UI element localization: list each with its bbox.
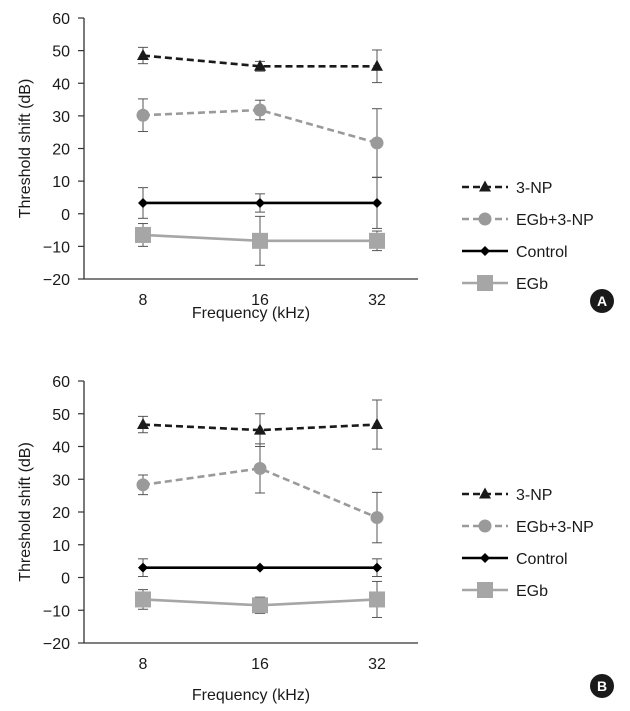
y-tick-label: −20 bbox=[43, 636, 70, 653]
legend-label: EGb bbox=[516, 583, 548, 600]
legend-marker bbox=[477, 275, 493, 291]
legend-entry: Control bbox=[462, 551, 568, 568]
data-point bbox=[370, 136, 384, 150]
data-point bbox=[370, 511, 384, 525]
x-axis-label: Frequency (kHz) bbox=[192, 687, 310, 704]
y-tick-label: 30 bbox=[52, 109, 70, 126]
x-tick-label: 16 bbox=[251, 292, 269, 309]
x-axis-label: Frequency (kHz) bbox=[192, 305, 310, 322]
data-point bbox=[372, 197, 382, 208]
legend-label: EGb bbox=[516, 276, 548, 293]
legend-label: EGb+3-NP bbox=[516, 212, 594, 229]
series-line bbox=[142, 423, 378, 432]
y-axis-label: Threshold shift (dB) bbox=[17, 79, 34, 219]
y-tick-label: 10 bbox=[52, 538, 70, 555]
data-point bbox=[135, 226, 151, 243]
series-egb-3-np bbox=[136, 98, 384, 178]
data-point bbox=[369, 232, 385, 249]
data-point bbox=[254, 59, 266, 71]
data-point bbox=[252, 597, 268, 614]
legend-marker bbox=[477, 582, 493, 598]
data-point bbox=[369, 591, 385, 608]
y-tick-label: 30 bbox=[52, 472, 70, 489]
series-control bbox=[138, 177, 382, 229]
data-point bbox=[136, 108, 150, 122]
y-axis-label: Threshold shift (dB) bbox=[17, 442, 34, 582]
y-tick-label: 0 bbox=[61, 207, 70, 224]
legend-entry: 3-NP bbox=[462, 180, 552, 197]
y-tick-label: −10 bbox=[43, 239, 70, 256]
legend-label: Control bbox=[516, 551, 568, 568]
data-point bbox=[138, 197, 148, 208]
legend-entry: EGb+3-NP bbox=[462, 519, 594, 536]
legend-marker bbox=[478, 519, 492, 533]
y-tick-label: 60 bbox=[52, 374, 70, 391]
y-tick-label: 0 bbox=[61, 571, 70, 588]
data-point bbox=[138, 562, 148, 573]
series-3-np bbox=[137, 399, 383, 450]
legend-marker bbox=[479, 180, 491, 192]
legend-entry: Control bbox=[462, 244, 568, 261]
series-line bbox=[142, 54, 377, 68]
series-control bbox=[138, 558, 382, 578]
data-point bbox=[371, 59, 383, 71]
y-tick-label: 10 bbox=[52, 174, 70, 191]
data-point bbox=[135, 591, 151, 608]
data-point bbox=[252, 232, 268, 249]
data-point bbox=[254, 423, 266, 435]
legend-label: Control bbox=[516, 244, 568, 261]
x-tick-label: 8 bbox=[139, 656, 148, 673]
y-tick-label: 50 bbox=[52, 407, 70, 424]
data-point bbox=[137, 49, 149, 61]
y-tick-label: 20 bbox=[52, 505, 70, 522]
legend-entry: 3-NP bbox=[462, 487, 552, 504]
legend-entry: EGb+3-NP bbox=[462, 212, 594, 229]
y-tick-label: 60 bbox=[52, 11, 70, 28]
legend-label: 3-NP bbox=[516, 180, 552, 197]
y-tick-label: 40 bbox=[52, 440, 70, 457]
legend-marker bbox=[480, 553, 490, 563]
panel-label-badge bbox=[590, 674, 614, 698]
x-tick-label: 32 bbox=[368, 656, 386, 673]
y-tick-label: 50 bbox=[52, 44, 70, 61]
legend-entry: EGb bbox=[462, 275, 548, 293]
series-line bbox=[142, 108, 378, 145]
chart-panel-b: −20 −10 0 10 20 30 40 50 60 8 16 32 Frequency (kHz) T… bbox=[17, 374, 614, 704]
y-tick-label: 40 bbox=[52, 76, 70, 93]
legend-marker bbox=[479, 487, 491, 499]
panel-label-badge bbox=[590, 289, 614, 313]
data-point bbox=[137, 418, 149, 430]
chart-panel-a: −20 −10 0 10 20 30 40 50 60 8 16 32 Frequency (kHz) T… bbox=[17, 11, 614, 322]
data-point bbox=[255, 562, 265, 573]
data-point bbox=[371, 418, 383, 430]
y-tick-label: −20 bbox=[43, 272, 70, 289]
data-point bbox=[253, 461, 267, 475]
y-tick-label: −10 bbox=[43, 603, 70, 620]
x-tick-label: 32 bbox=[368, 292, 386, 309]
series-egb bbox=[135, 580, 385, 618]
series-egb-3-np bbox=[136, 443, 384, 544]
series-line bbox=[142, 467, 378, 519]
panel-label: A bbox=[597, 293, 607, 309]
legend-label: 3-NP bbox=[516, 487, 552, 504]
data-point bbox=[255, 197, 265, 208]
legend-marker bbox=[478, 212, 492, 226]
data-point bbox=[253, 103, 267, 117]
x-tick-label: 8 bbox=[139, 292, 148, 309]
legend-label: EGb+3-NP bbox=[516, 519, 594, 536]
panel-label: B bbox=[597, 678, 607, 694]
data-point bbox=[136, 478, 150, 492]
series-egb bbox=[135, 215, 385, 266]
x-tick-label: 16 bbox=[251, 656, 269, 673]
y-tick-label: 20 bbox=[52, 142, 70, 159]
series-3-np bbox=[137, 46, 383, 84]
data-point bbox=[372, 562, 382, 573]
legend-entry: EGb bbox=[462, 582, 548, 600]
legend-marker bbox=[480, 246, 490, 256]
